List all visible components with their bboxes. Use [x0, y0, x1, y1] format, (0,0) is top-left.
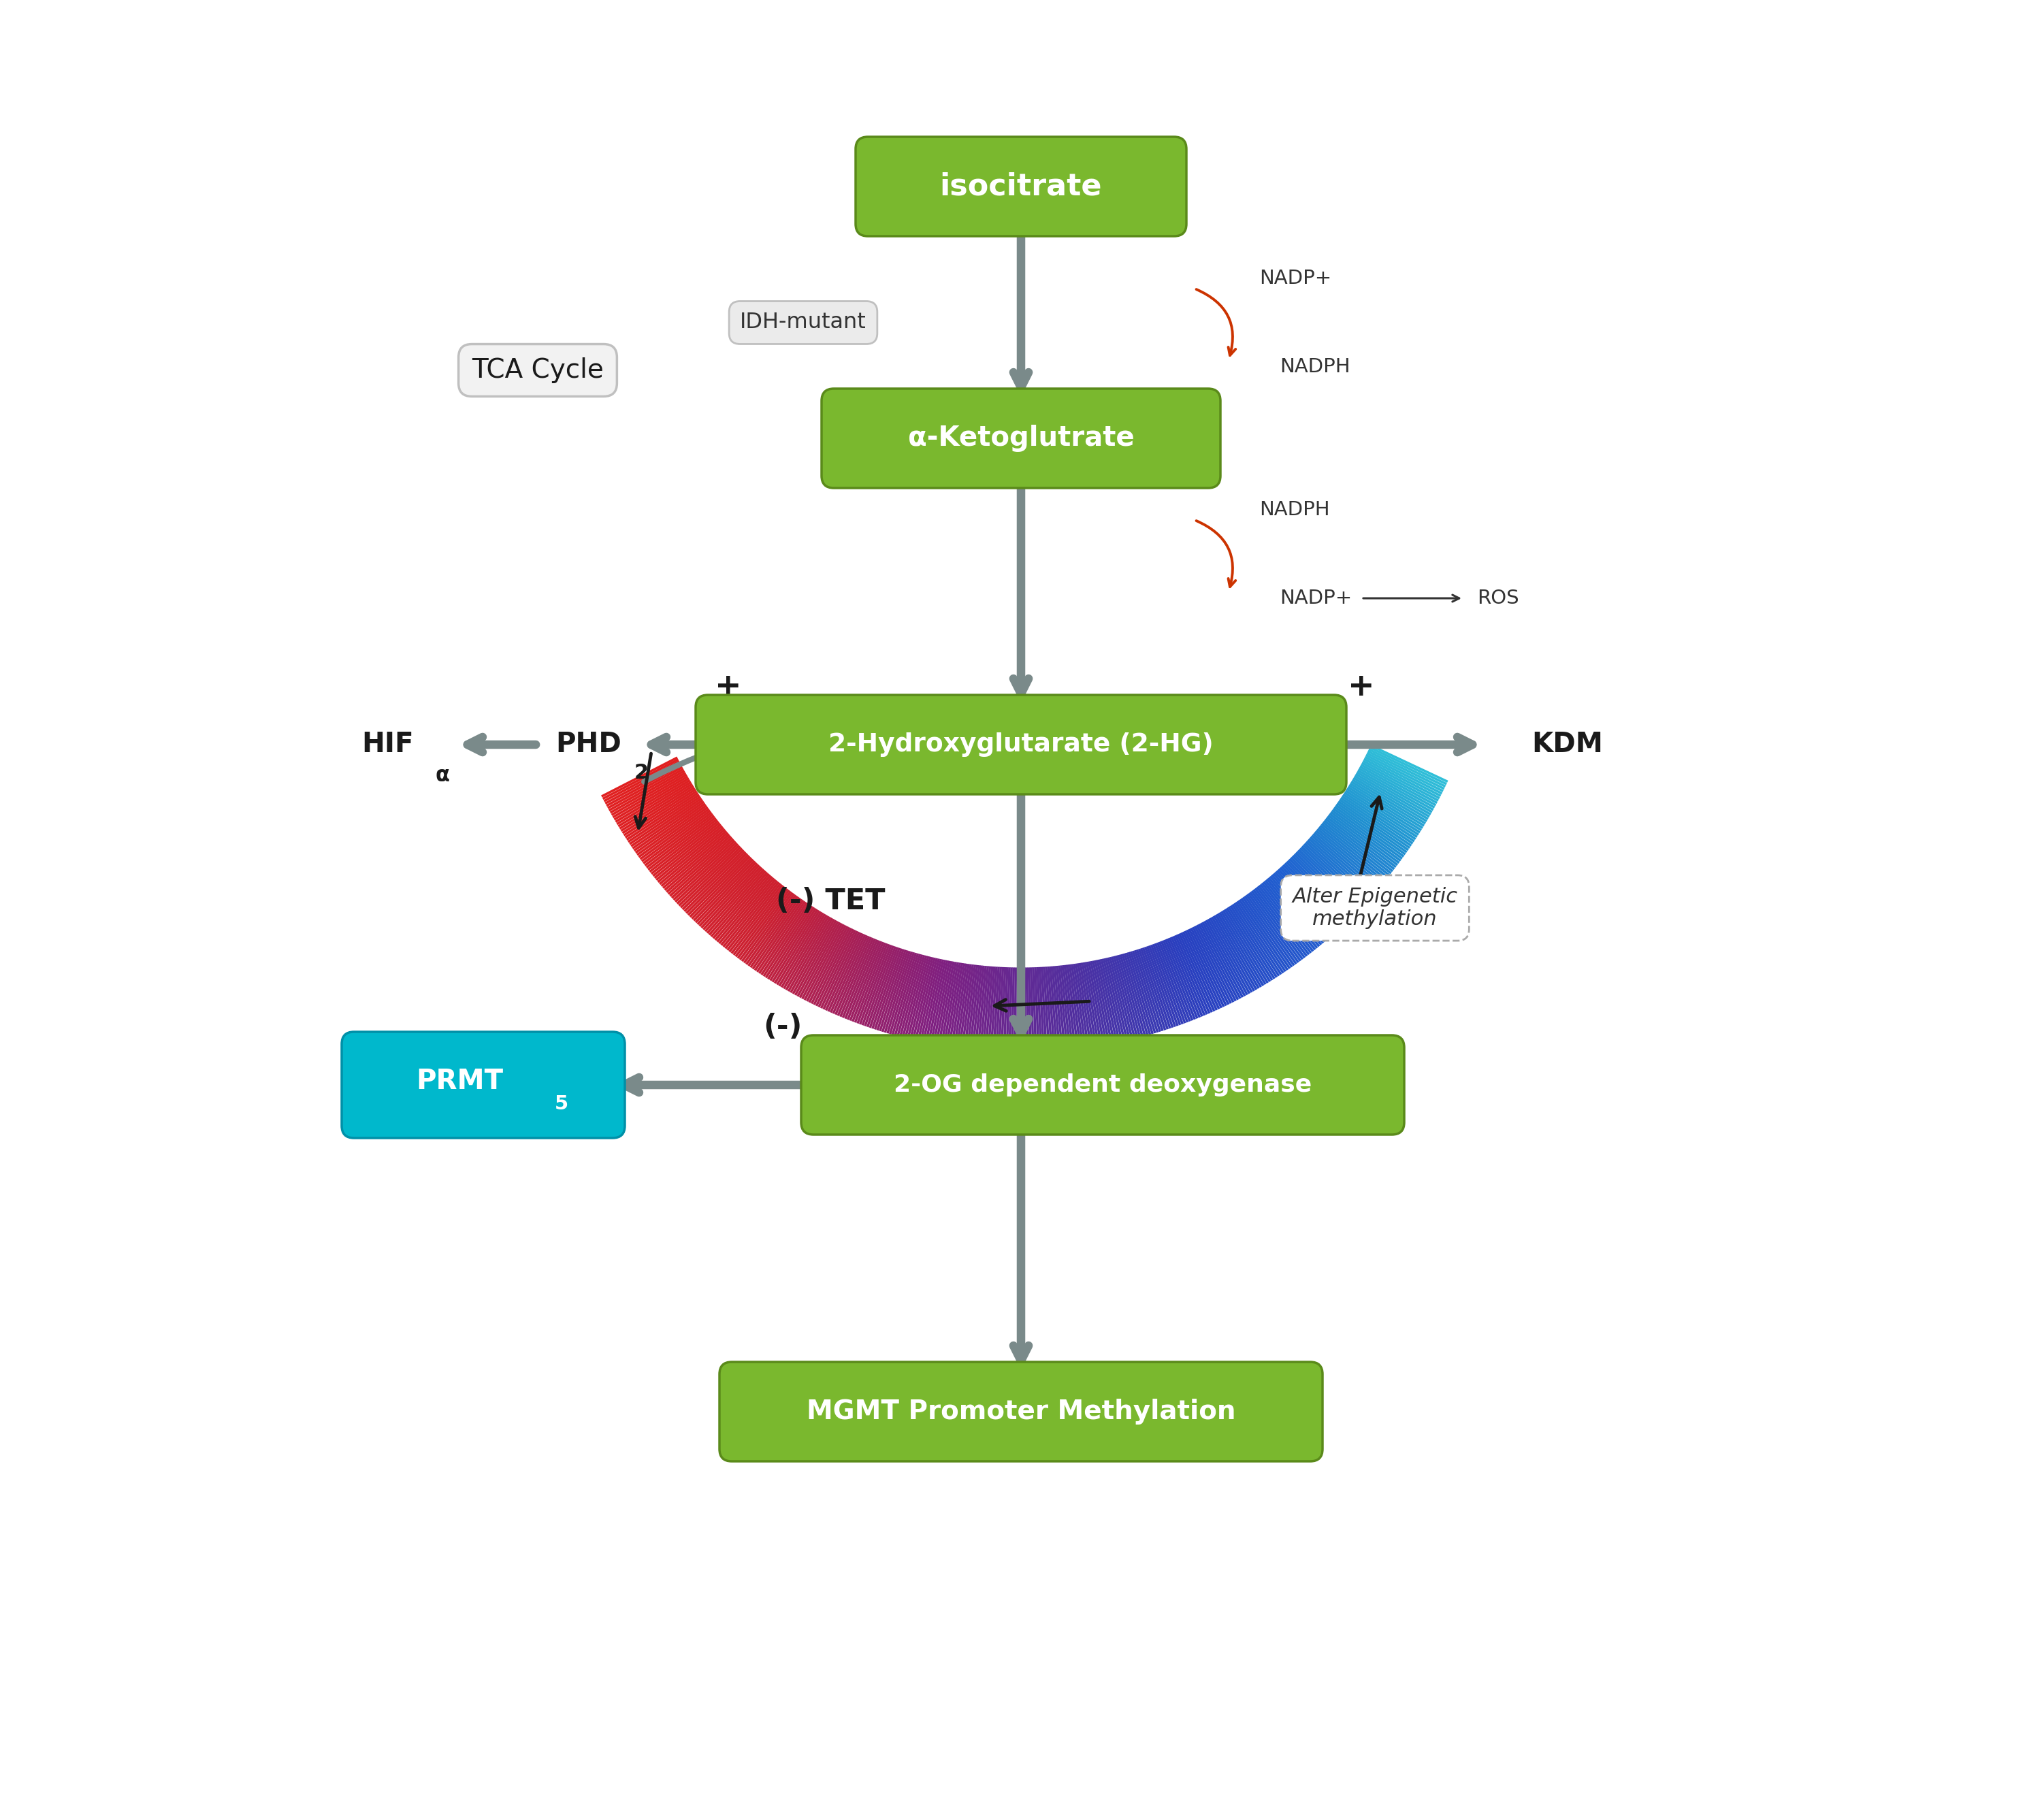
Text: TCA Cycle: TCA Cycle: [472, 357, 604, 384]
Text: 2: 2: [633, 763, 649, 783]
Text: NADPH: NADPH: [1280, 357, 1350, 377]
Text: KDM: KDM: [1532, 732, 1603, 759]
FancyBboxPatch shape: [719, 1361, 1323, 1461]
Text: NADPH: NADPH: [1260, 501, 1329, 519]
Text: +: +: [1348, 672, 1374, 703]
Text: NADP+: NADP+: [1260, 269, 1331, 288]
Text: MGMT Promoter Methylation: MGMT Promoter Methylation: [807, 1400, 1235, 1425]
Text: (-) TET: (-) TET: [776, 886, 884, 915]
FancyBboxPatch shape: [341, 1032, 625, 1138]
Text: isocitrate: isocitrate: [939, 171, 1103, 202]
Text: IDH-mutant: IDH-mutant: [739, 311, 866, 333]
Text: NADP+: NADP+: [1280, 588, 1352, 608]
Text: PRMT: PRMT: [417, 1068, 502, 1096]
Text: Alter Epigenetic
methylation: Alter Epigenetic methylation: [1293, 886, 1458, 930]
Text: HIF: HIF: [361, 732, 415, 759]
FancyBboxPatch shape: [856, 136, 1186, 237]
Text: 2-OG dependent deoxygenase: 2-OG dependent deoxygenase: [894, 1074, 1311, 1096]
FancyBboxPatch shape: [800, 1036, 1405, 1134]
Text: 2-Hydroxyglutarate (2-HG): 2-Hydroxyglutarate (2-HG): [829, 732, 1213, 757]
Text: α: α: [435, 766, 449, 784]
Text: (-): (-): [764, 1012, 803, 1041]
FancyBboxPatch shape: [821, 389, 1221, 488]
Text: +: +: [715, 672, 741, 703]
FancyBboxPatch shape: [696, 695, 1346, 794]
Text: 5: 5: [555, 1094, 568, 1114]
Text: ROS: ROS: [1476, 588, 1519, 608]
Text: PHD: PHD: [555, 732, 621, 759]
Text: α-Ketoglutrate: α-Ketoglutrate: [909, 424, 1133, 451]
